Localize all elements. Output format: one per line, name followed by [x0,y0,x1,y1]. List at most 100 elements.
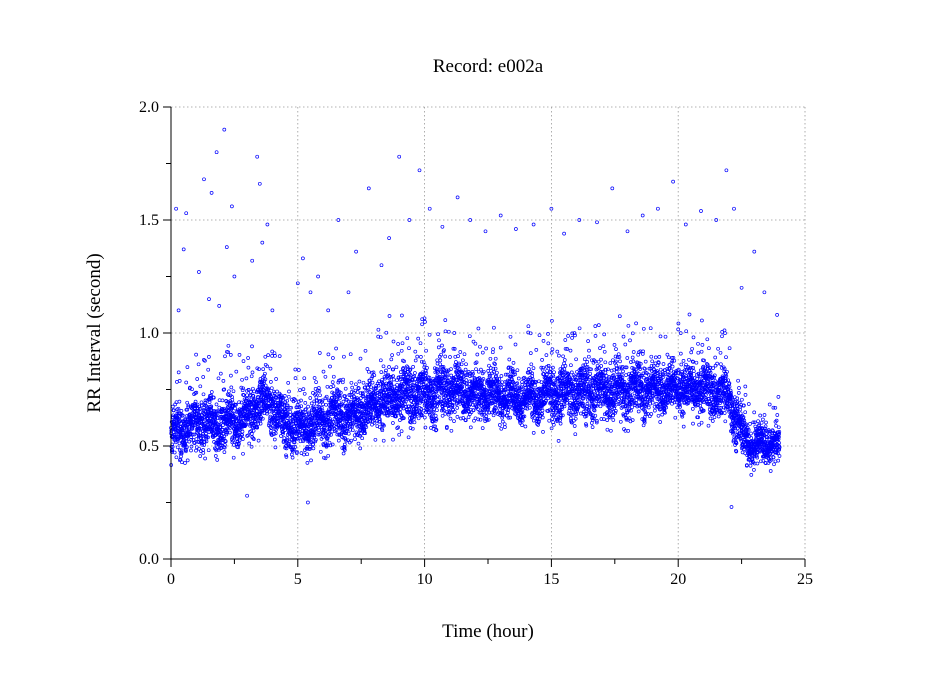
data-point-4442 [555,349,560,354]
data-point-1694 [316,426,321,430]
data-point-96 [177,399,182,404]
data-point-2169 [357,421,362,425]
data-point-613 [222,450,227,454]
data-point-1011 [257,367,261,372]
data-point-2044 [346,399,351,404]
data-point-1314 [283,399,288,404]
data-point-1143 [268,392,273,397]
data-point-1529 [302,452,306,457]
data-point-1192 [272,391,277,396]
data-point-2009 [343,386,348,391]
data-point-826 [241,437,245,441]
data-point-1159 [269,386,274,391]
data-point-4138 [528,351,533,355]
data-point-463 [209,404,214,409]
data-point-1339 [285,436,290,441]
data-point-2446 [381,438,386,443]
data-point-191 [185,458,190,463]
data-point-1208 [274,377,278,381]
data-point-317 [196,362,201,367]
data-point-2312 [370,370,374,375]
data-point-1056 [260,416,265,421]
data-point-862 [244,422,248,427]
data-point-3624 [484,346,488,351]
data-point-1979 [341,377,345,382]
data-point-4786 [585,360,590,364]
data-point-4000 [516,376,521,381]
data-point-1381 [289,405,293,410]
data-point-3535 [476,326,481,331]
data-point-928 [249,374,254,379]
data-point-4945 [599,357,603,362]
data-point-2213 [361,394,366,399]
data-point-1559 [304,412,309,417]
data-point-1001 [256,422,260,426]
data-point-4920 [596,323,601,327]
data-point-2423 [379,392,384,397]
data-point-1860 [330,380,335,384]
data-point-4169 [531,366,536,370]
data-point-2126 [354,382,358,387]
data-point-1706 [317,389,322,393]
data-point-4381 [550,318,554,323]
data-point-1945 [338,396,343,400]
data-point-4457 [556,439,561,443]
data-point-3726 [493,362,497,366]
data-point-647 [225,401,230,406]
data-point-277 [193,409,197,413]
data-point-376 [201,419,206,424]
data-point-4567 [566,334,570,338]
data-point-1814 [326,433,331,438]
data-point-4200 [534,348,539,352]
data-point-1448 [295,449,299,454]
data-point-4599 [569,363,573,368]
data-point-1588 [307,410,311,415]
data-point-1600 [308,447,312,451]
data-point-2662 [400,341,405,346]
data-point-693 [229,385,234,390]
data-point-2837 [415,400,420,405]
data-point-887 [246,433,251,438]
data-point-2700 [403,399,408,404]
data-point-2921 [423,320,427,324]
data-point-2179 [358,356,363,361]
data-point-2211 [361,411,366,416]
data-point-886 [246,356,250,360]
data-point-1219 [275,389,279,394]
data-point-1985 [341,451,346,456]
data-point-3044 [433,413,438,418]
data-point-1336 [285,398,290,403]
data-point-1204 [273,431,278,436]
data-point-1930 [337,400,341,405]
data-point-660 [226,343,231,348]
data-point-1908 [335,397,339,402]
data-point-394 [203,401,208,405]
data-point-834 [241,359,246,363]
data-point-3388 [463,367,468,372]
data-point-1470 [296,368,301,372]
data-point-2555 [391,367,396,372]
data-point-662 [226,393,231,397]
data-point-2350 [373,437,378,442]
data-point-125 [180,460,184,465]
data-point-484 [211,433,215,438]
data-point-1030 [258,421,263,426]
data-point-114 [179,454,183,459]
data-point-123 [179,450,184,455]
data-point-2461 [383,376,387,381]
data-point-3293 [455,415,460,419]
data-point-4759 [582,357,587,362]
data-point-818 [240,377,244,382]
data-point-1601 [308,396,313,400]
data-point-2418 [379,370,384,374]
data-point-1899 [334,346,338,351]
data-point-2533 [389,357,394,362]
data-point-531 [215,458,220,462]
data-point-2756 [408,373,413,377]
data-point-2338 [372,373,377,378]
data-point-2051 [347,393,352,397]
data-point-1347 [286,381,291,385]
data-point-2743 [407,407,412,412]
data-point-2795 [412,406,416,411]
data-point-4405 [552,370,556,375]
